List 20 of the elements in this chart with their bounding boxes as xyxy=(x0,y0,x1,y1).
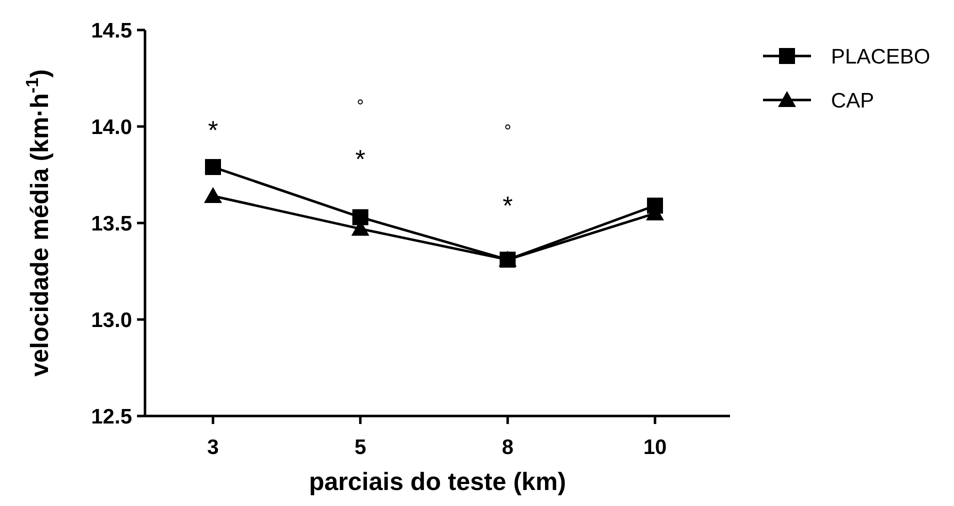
legend-label: CAP xyxy=(831,89,874,112)
x-tick-label: 8 xyxy=(502,436,514,459)
y-tick-label: 13.5 xyxy=(91,212,132,236)
point xyxy=(352,209,368,226)
annotation: ° xyxy=(504,121,512,142)
y-tick-label: 14.5 xyxy=(91,19,132,42)
x-tick-label: 5 xyxy=(354,436,366,459)
annotation: ° xyxy=(356,96,364,116)
annotation: * xyxy=(502,190,513,220)
y-tick-label: 13.0 xyxy=(91,308,132,332)
annotation: * xyxy=(355,144,366,174)
annotation: * xyxy=(208,115,218,146)
y-tick-label: 14.0 xyxy=(91,116,132,139)
point xyxy=(204,186,222,203)
x-axis-title: parciais do teste (km) xyxy=(308,468,566,496)
legend-label: PLACEBO xyxy=(831,45,930,68)
x-tick-label: 3 xyxy=(207,436,219,459)
point xyxy=(205,159,221,176)
x-tick-label: 10 xyxy=(643,436,667,459)
y-tick-label: 12.5 xyxy=(91,405,132,428)
